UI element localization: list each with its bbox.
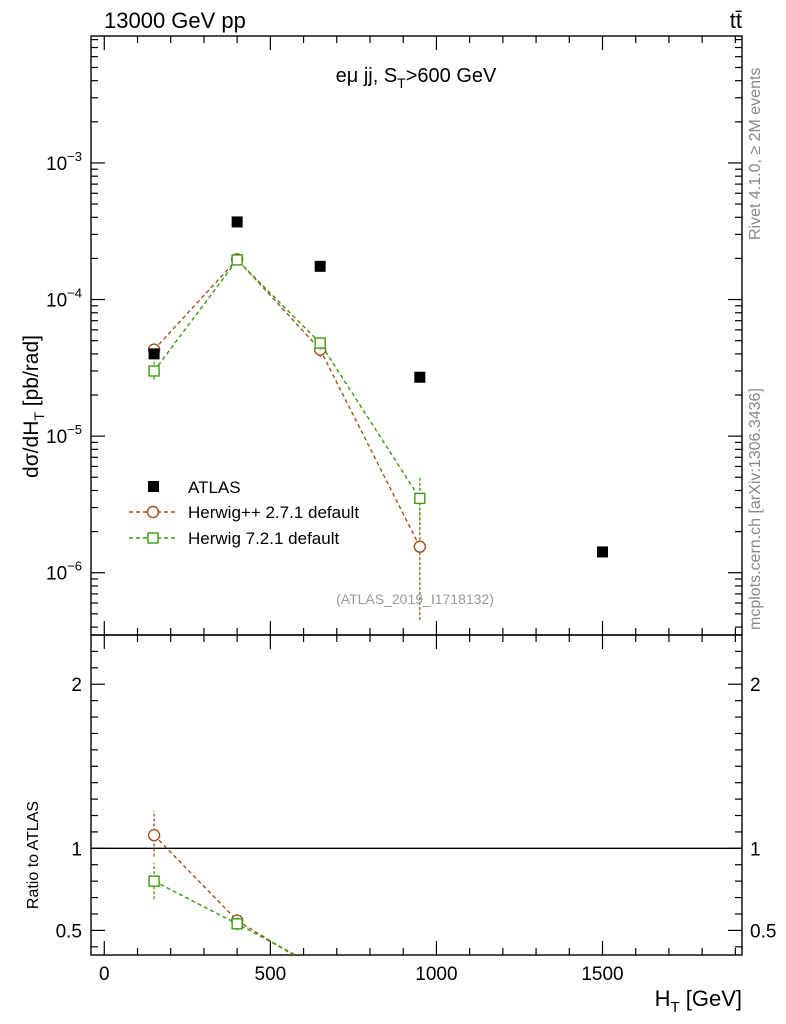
x-tick-label: 500 — [255, 964, 287, 985]
main-y-tick-label: 10−4 — [46, 286, 82, 312]
ratio-y-axis-ticks: 0.5 0.5 1 1 2 2 — [56, 650, 776, 948]
main-point-herwig7 — [414, 492, 426, 505]
legend-marker-herwig7 — [147, 532, 159, 544]
main-y-tick-label: 10−5 — [46, 422, 82, 448]
main-y-tick-label: 10−3 — [46, 149, 82, 175]
main-y-tick-label: 10−6 — [46, 559, 82, 585]
ratio-point-herwig7 — [315, 963, 325, 973]
x-tick-label: 1000 — [415, 964, 457, 985]
main-line-herwigpp — [153, 258, 421, 548]
ratio-y-axis-label: Ratio to ATLAS — [25, 801, 42, 909]
main-title-group: eμ jj, ST>600 GeV — [336, 65, 497, 91]
legend: ATLAS Herwig++ 2.7.1 default Herwig 7.2.… — [129, 478, 359, 548]
ratio-plot-frame — [90, 634, 743, 956]
ratio-y-tick-label-right: 0.5 — [750, 921, 776, 942]
main-point-atlas — [148, 348, 160, 360]
ratio-y-tick-label: 2 — [71, 675, 82, 696]
legend-label-herwigpp: Herwig++ 2.7.1 default — [188, 503, 359, 522]
main-point-atlas — [414, 371, 426, 383]
main-point-herwig7 — [231, 254, 243, 266]
rivet-version-label: Rivet 4.1.0, ≥ 2M events — [747, 68, 764, 240]
main-title: eμ jj, ST>600 GeV — [336, 65, 497, 91]
main-y-axis-label: dσ/dHT [pb/rad] — [20, 335, 47, 478]
main-line-herwig7 — [153, 258, 421, 499]
ratio-y-tick-label-right: 2 — [750, 675, 761, 696]
legend-label-atlas: ATLAS — [188, 478, 241, 497]
main-y-axis-ticks: 10−6 10−5 10−4 10−3 — [46, 38, 742, 628]
main-x-axis-ticks — [103, 36, 736, 635]
ratio-y-tick-label-right: 1 — [750, 839, 761, 860]
main-point-herwig7 — [314, 337, 326, 349]
x-tick-label: 0 — [99, 964, 110, 985]
x-axis-title: HT [GeV] — [655, 986, 742, 1016]
x-tick-label: 1500 — [581, 964, 623, 985]
ratio-point-herwigpp — [147, 829, 161, 842]
ratio-series-layer — [147, 810, 326, 977]
ratio-y-tick-label: 1 — [71, 839, 82, 860]
ratio-point-herwig7 — [148, 875, 160, 887]
ratio-y-tick-label: 0.5 — [56, 921, 82, 942]
main-series-layer — [147, 216, 608, 621]
main-point-herwig7 — [148, 365, 160, 377]
ratio-point-herwig7 — [231, 918, 243, 930]
ratio-x-axis-ticks: 0 500 1000 1500 — [99, 635, 736, 985]
main-point-herwigpp — [413, 540, 427, 553]
legend-label-herwig7: Herwig 7.2.1 default — [188, 529, 339, 548]
analysis-watermark: (ATLAS_2019_I1718132) — [336, 591, 494, 607]
header-final-state-label: tt̄ — [730, 8, 742, 33]
ratio-point-herwigpp — [315, 966, 326, 977]
mcplots-source-label: mcplots.cern.ch [arXiv:1306.3436] — [747, 388, 764, 630]
main-point-atlas — [597, 546, 608, 558]
main-point-atlas — [314, 260, 326, 272]
legend-marker-herwigpp — [146, 505, 160, 519]
header-process-label: 13000 GeV pp — [104, 8, 246, 33]
legend-marker-atlas — [148, 481, 159, 492]
main-point-atlas — [231, 216, 243, 228]
